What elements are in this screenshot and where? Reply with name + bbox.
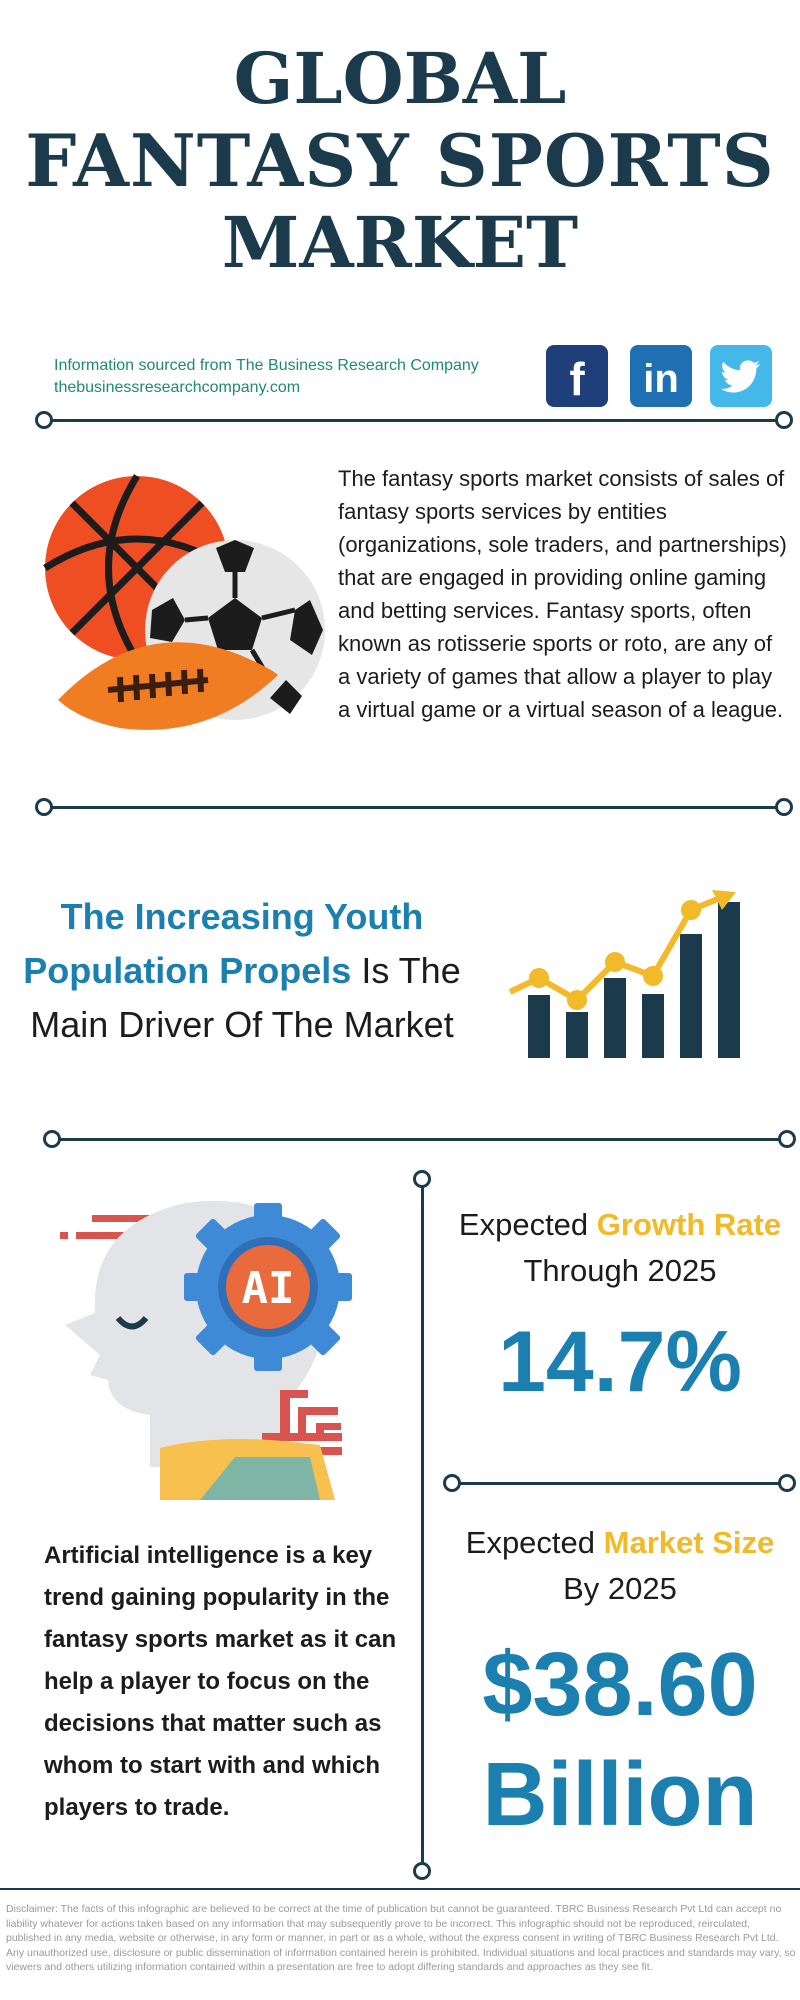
divider-3-right-dot [778, 1130, 796, 1148]
market-size-prefix: Expected [465, 1525, 596, 1560]
market-description: The fantasy sports market consists of sa… [338, 466, 787, 722]
divider-2 [44, 806, 784, 809]
driver-rest: Is The Main Driver Of The Market [30, 950, 461, 1045]
divider-4-right-dot [778, 1474, 796, 1492]
twitter-icon[interactable] [710, 345, 772, 407]
vertical-divider [421, 1178, 424, 1870]
driver-highlight: The Increasing Youth Population Propels [23, 896, 424, 991]
source-credit: Information sourced from The Business Re… [54, 355, 479, 399]
source-text: Information sourced from The Business Re… [54, 357, 479, 374]
market-driver-heading: The Increasing Youth Population Propels … [12, 890, 472, 1052]
page-title: GLOBAL FANTASY SPORTS MARKET [0, 38, 800, 284]
growth-rate-heading: Expected Growth Rate Through 2025 [440, 1202, 800, 1294]
vertical-divider-bottom-dot [413, 1862, 431, 1880]
facebook-icon[interactable]: f [546, 345, 608, 407]
title-line-2: FANTASY SPORTS [25, 118, 775, 203]
ai-trend-text: Artificial intelligence is a key trend g… [44, 1542, 397, 1821]
source-website-link[interactable]: thebusinessresearchcompany.com [54, 379, 301, 396]
divider-1-left-dot [35, 411, 53, 429]
football-icon [58, 642, 278, 730]
market-size-suffix: By 2025 [563, 1571, 677, 1606]
svg-text:AI: AI [242, 1263, 295, 1314]
divider-3 [52, 1138, 787, 1141]
disclaimer: Disclaimer: The facts of this infographi… [6, 1903, 796, 1973]
market-size-heading: Expected Market Size By 2025 [440, 1520, 800, 1612]
divider-4-left-dot [443, 1474, 461, 1492]
title-line-3: MARKET [221, 201, 579, 284]
divider-4 [452, 1482, 787, 1485]
title-line-1: GLOBAL [233, 37, 567, 120]
divider-3-left-dot [43, 1130, 61, 1148]
divider-2-left-dot [35, 798, 53, 816]
market-size-value: $38.60 Billion [440, 1630, 800, 1850]
svg-text:f: f [569, 353, 585, 405]
market-size-amount: $38.60 [482, 1635, 758, 1735]
growth-prefix: Expected [458, 1207, 589, 1242]
bottom-rule [0, 1888, 800, 1890]
svg-text:in: in [643, 357, 679, 401]
growth-highlight: Growth Rate [596, 1207, 782, 1242]
growth-rate-value: 14.7% [498, 1314, 742, 1410]
growth-chart-icon [508, 890, 740, 1058]
market-size-highlight: Market Size [603, 1525, 775, 1560]
growth-suffix: Through 2025 [523, 1253, 717, 1288]
divider-1 [44, 419, 784, 422]
gear-icon: AI [184, 1203, 352, 1371]
divider-1-right-dot [775, 411, 793, 429]
market-size-unit: Billion [482, 1745, 758, 1845]
linkedin-icon[interactable]: in [630, 345, 692, 407]
sports-balls-illustration [43, 474, 325, 730]
ai-head-illustration: AI [60, 1200, 352, 1500]
vertical-divider-top-dot [413, 1170, 431, 1188]
divider-2-right-dot [775, 798, 793, 816]
